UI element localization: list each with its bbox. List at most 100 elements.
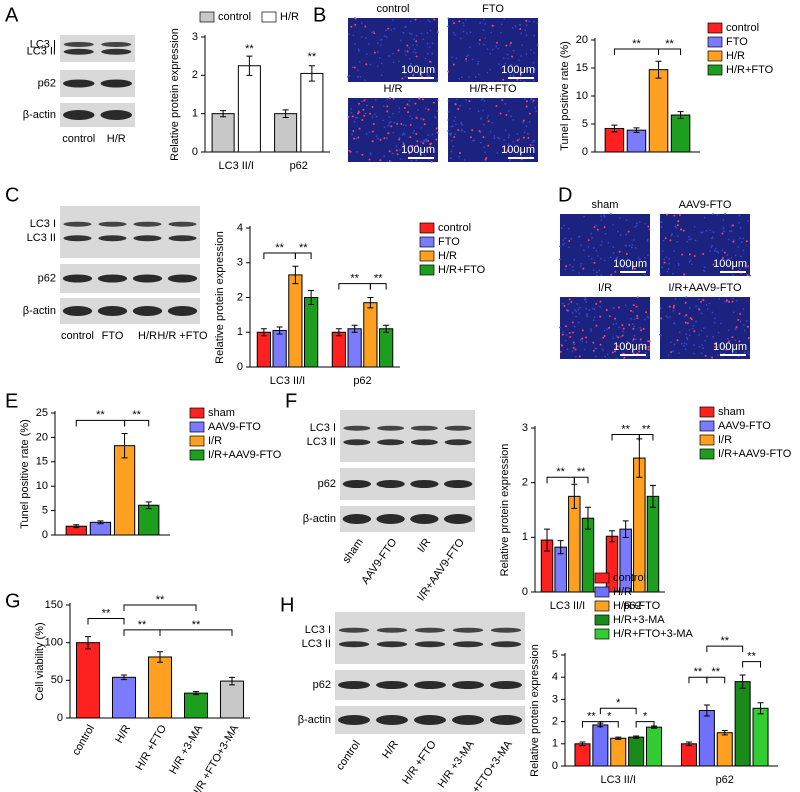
blot-lane-label: I/R (415, 536, 433, 554)
legend-label: H/R (726, 50, 745, 62)
tunel-dot (688, 253, 691, 256)
nucleus (666, 270, 669, 273)
nucleus (358, 49, 360, 52)
nucleus (426, 52, 429, 55)
bar (331, 331, 346, 368)
tunel-dot (436, 131, 439, 134)
tunel-dot (412, 74, 415, 77)
nucleus (506, 53, 509, 56)
nucleus (402, 141, 405, 144)
tunel-dot (627, 230, 630, 233)
tunel-dot (635, 305, 638, 308)
nucleus (698, 334, 701, 336)
nucleus (739, 320, 742, 323)
nucleus (371, 31, 373, 34)
nucleus (573, 325, 576, 328)
tunel-dot (458, 20, 461, 23)
nucleus (487, 114, 490, 117)
tunel-dot (396, 122, 399, 125)
nucleus (672, 272, 674, 275)
nucleus (435, 80, 438, 83)
nucleus (688, 260, 691, 263)
tunel-dot (371, 130, 374, 133)
tunel-dot (409, 136, 412, 139)
error-bar (260, 328, 267, 337)
legend-swatch (699, 406, 715, 418)
tunel-dot (401, 77, 404, 80)
blot-band (376, 627, 408, 633)
nucleus (705, 304, 708, 306)
nucleus (619, 263, 622, 266)
blot-band (377, 425, 405, 431)
blot-band (168, 221, 197, 227)
y-tick-label: 5 (582, 118, 588, 130)
nucleus (491, 48, 494, 51)
nucleus (688, 307, 691, 309)
nucleus (404, 72, 406, 75)
nucleus (742, 307, 745, 310)
tunel-dot (561, 333, 564, 336)
nucleus (521, 44, 523, 47)
tunel-dot (648, 340, 651, 343)
micrograph-label: FTO (482, 3, 504, 15)
tunel-dot (731, 224, 734, 227)
tunel-dot (414, 102, 417, 105)
tunel-dot (465, 57, 468, 60)
nucleus (623, 344, 625, 347)
nucleus (469, 107, 471, 110)
tunel-dot (689, 316, 692, 319)
error-bar (121, 432, 128, 459)
tunel-dot (433, 18, 436, 21)
tunel-dot (660, 317, 663, 320)
significance-bracket (159, 629, 233, 636)
nucleus (385, 136, 388, 139)
x-tick-label: control (70, 723, 97, 758)
nucleus (510, 64, 513, 66)
significance-label: ** (665, 38, 674, 50)
nucleus (724, 213, 727, 215)
nucleus (578, 272, 580, 275)
nucleus (526, 132, 529, 135)
tunel-dot (478, 39, 481, 42)
nucleus (483, 146, 486, 149)
nucleus (477, 60, 480, 63)
nucleus (489, 130, 492, 133)
tunel-dot (603, 226, 606, 229)
tunel-dot (676, 224, 679, 227)
nucleus (350, 111, 353, 114)
nucleus (615, 257, 618, 259)
tunel-dot (430, 142, 433, 145)
scale-label: 100μm (613, 258, 647, 270)
micrograph-label: I/R+AAV9-FTO (668, 282, 742, 294)
micrograph (660, 214, 750, 276)
nucleus (625, 266, 628, 269)
legend-label: I/R (208, 435, 222, 447)
scale-label: 100μm (401, 64, 435, 76)
tunel-dot (578, 355, 581, 358)
blot-row-label: p62 (313, 679, 331, 691)
nucleus (391, 19, 394, 21)
nucleus (634, 225, 636, 228)
error-bar (73, 524, 80, 529)
y-tick-label: 0 (522, 586, 528, 598)
nucleus (645, 355, 648, 358)
nucleus (398, 111, 400, 113)
tunel-dot (611, 351, 614, 354)
nucleus (733, 239, 735, 242)
bar (628, 736, 645, 767)
blot-row-label: p62 (38, 272, 56, 284)
nucleus (724, 345, 727, 348)
nucleus (420, 149, 423, 151)
nucleus (397, 60, 400, 63)
nucleus (473, 139, 476, 142)
nucleus (482, 123, 485, 126)
y-tick-label: 4 (552, 671, 558, 683)
nucleus (385, 29, 387, 32)
significance-bracket (706, 645, 744, 653)
y-tick-label: 3 (237, 257, 243, 269)
legend-swatch (594, 600, 610, 612)
nucleus (404, 76, 407, 78)
nucleus (390, 29, 393, 31)
nucleus (625, 304, 627, 307)
blot-band (338, 681, 370, 689)
